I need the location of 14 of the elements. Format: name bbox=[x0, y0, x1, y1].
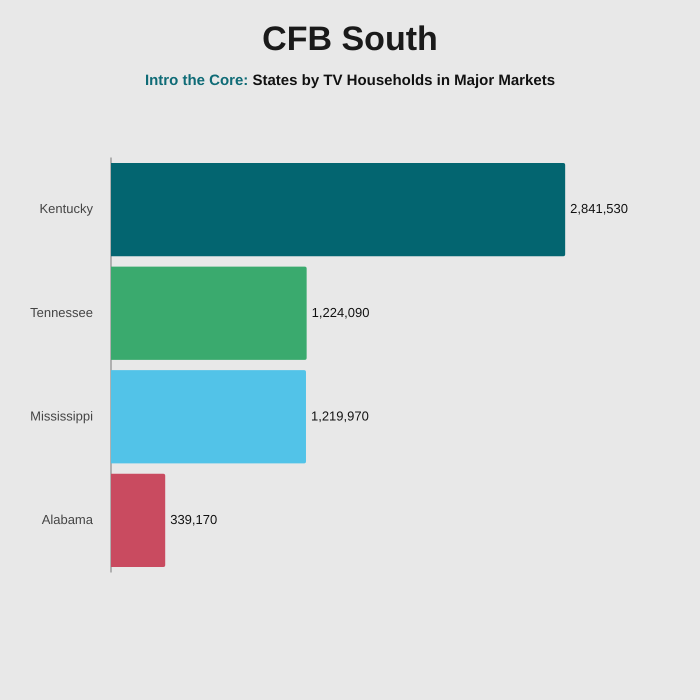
chart-subtitle: Intro the Core: States by TV Households in Major Markets bbox=[144, 72, 556, 89]
data-label: 339,170 bbox=[170, 512, 218, 527]
bar bbox=[111, 266, 307, 360]
data-label: 2,841,530 bbox=[570, 201, 628, 216]
data-label: 1,219,970 bbox=[310, 408, 369, 424]
bar bbox=[111, 370, 306, 464]
y-tick-label: Alabama bbox=[42, 512, 94, 527]
chart-title: CFB South bbox=[261, 20, 439, 59]
bar bbox=[111, 162, 566, 256]
y-tick-label: Tennessee bbox=[30, 304, 93, 320]
data-label: 1,224,090 bbox=[312, 304, 370, 320]
bar bbox=[111, 474, 166, 568]
y-tick-label: Kentucky bbox=[40, 201, 94, 216]
y-tick-label: Mississippi bbox=[30, 408, 94, 424]
